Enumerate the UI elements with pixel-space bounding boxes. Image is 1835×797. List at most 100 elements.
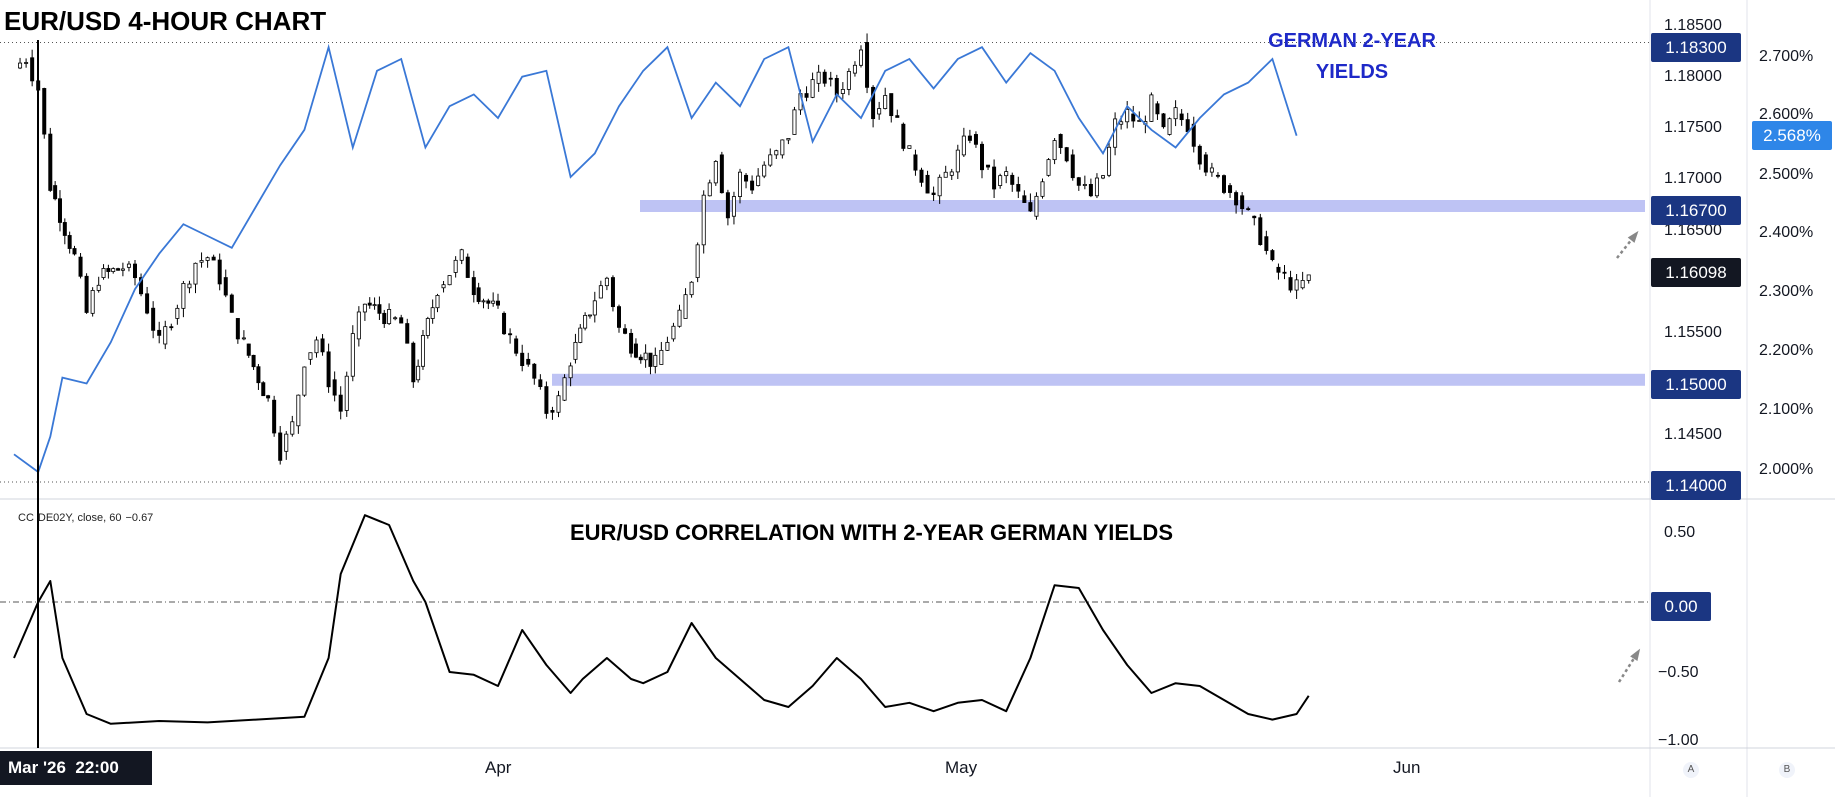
candle-body xyxy=(768,154,773,166)
candle-body xyxy=(998,175,1003,186)
candle-body xyxy=(1185,119,1190,133)
yield-tick: 2.100% xyxy=(1759,401,1814,418)
candle-body xyxy=(653,354,658,367)
candle-body xyxy=(865,42,870,88)
last-yield-badge: 2.568% xyxy=(1752,121,1832,150)
candle-body xyxy=(302,366,307,396)
indicator-legend[interactable]: CC DE02Y, close, 60 −0.67 xyxy=(18,512,157,524)
candle-body xyxy=(617,306,622,328)
candle-body xyxy=(382,312,387,325)
candle-body xyxy=(72,248,77,255)
price-tick: 1.17500 xyxy=(1664,119,1722,136)
candle-body xyxy=(57,198,62,223)
candle-body xyxy=(163,326,168,345)
candle-body xyxy=(326,351,331,388)
candle-body xyxy=(320,338,325,353)
candle-body xyxy=(459,249,464,261)
price-badge-1.15000: 1.15000 xyxy=(1651,370,1741,399)
candle-body xyxy=(604,277,609,287)
candle-body xyxy=(1149,94,1154,122)
candle-body xyxy=(217,259,222,285)
candle-body xyxy=(495,300,500,306)
candle-body xyxy=(132,263,137,279)
candle-body xyxy=(852,64,857,74)
candle-body xyxy=(1306,274,1311,281)
candle-body xyxy=(486,300,491,304)
candle-body xyxy=(290,421,295,435)
candle-body xyxy=(967,135,972,141)
candle-body xyxy=(284,433,289,452)
candle-body xyxy=(583,314,588,329)
candle-body xyxy=(30,57,35,82)
cursor-date: Mar '26 xyxy=(8,758,66,777)
candle-body xyxy=(471,277,476,296)
candle-body xyxy=(816,71,821,84)
candle-body xyxy=(48,133,53,191)
candle-body xyxy=(986,164,991,168)
candle-body xyxy=(556,395,561,413)
candle-body xyxy=(973,134,978,145)
scale-b-button[interactable]: B xyxy=(1779,762,1795,778)
candle-body xyxy=(526,358,531,365)
candle-body xyxy=(1022,195,1027,203)
candle-body xyxy=(193,262,198,285)
cursor-time-label: Mar '26 22:00 xyxy=(0,751,152,785)
price-tick: 1.18500 xyxy=(1664,17,1722,34)
corr-zero-badge: 0.00 xyxy=(1651,592,1711,621)
candle-body xyxy=(1107,146,1112,176)
candle-body xyxy=(111,268,116,272)
candle-body xyxy=(671,325,676,340)
candle-body xyxy=(126,263,131,268)
candle-body xyxy=(871,86,876,120)
candle-body xyxy=(157,329,162,336)
candle-body xyxy=(1137,120,1142,122)
yield-tick: 2.700% xyxy=(1759,48,1814,65)
candle-body xyxy=(659,349,664,365)
candle-body xyxy=(223,277,228,296)
yields-annotation: GERMAN 2-YEAR YIELDS xyxy=(1252,26,1452,88)
last-price-badge: 1.16098 xyxy=(1651,258,1741,287)
price-tick: 1.18000 xyxy=(1664,68,1722,85)
candle-body xyxy=(53,185,58,200)
correlation-title: EUR/USD CORRELATION WITH 2-YEAR GERMAN Y… xyxy=(570,520,1173,545)
candle-body xyxy=(1088,184,1093,197)
candle-body xyxy=(1228,185,1233,193)
candle-body xyxy=(544,386,549,414)
corr-tick: −0.50 xyxy=(1658,664,1699,681)
candle-body xyxy=(514,338,519,354)
candle-body xyxy=(623,328,628,334)
candle-body xyxy=(1064,147,1069,162)
candle-body xyxy=(387,309,392,325)
candle-body xyxy=(211,256,216,261)
candle-body xyxy=(453,259,458,273)
candle-body xyxy=(810,79,815,98)
price-badge-1.14000: 1.14000 xyxy=(1651,471,1741,500)
price-tick: 1.14500 xyxy=(1664,426,1722,443)
candle-body xyxy=(834,78,839,96)
candle-body xyxy=(272,399,277,434)
candle-body xyxy=(1082,184,1087,186)
candle-body xyxy=(101,268,106,278)
candle-body xyxy=(169,326,174,329)
price-zone xyxy=(552,373,1645,386)
candle-body xyxy=(822,71,827,84)
candle-body xyxy=(877,108,882,115)
candle-body xyxy=(1040,181,1045,197)
candle-body xyxy=(731,196,736,217)
candle-body xyxy=(465,256,470,278)
candle-body xyxy=(1076,177,1081,186)
indicator-params: DE02Y, close, 60 xyxy=(37,512,122,524)
candle-body xyxy=(314,339,319,354)
candle-body xyxy=(713,161,718,184)
candle-body xyxy=(1028,202,1033,212)
candle-body xyxy=(907,145,912,149)
indicator-value: −0.67 xyxy=(125,512,154,524)
candle-body xyxy=(992,166,997,190)
auto-scale-button[interactable]: A xyxy=(1683,762,1699,778)
candle-body xyxy=(62,222,67,236)
candle-body xyxy=(332,379,337,396)
candle-body xyxy=(24,62,29,64)
chart-title: EUR/USD 4-HOUR CHART xyxy=(4,6,327,36)
candle-body xyxy=(750,180,755,191)
